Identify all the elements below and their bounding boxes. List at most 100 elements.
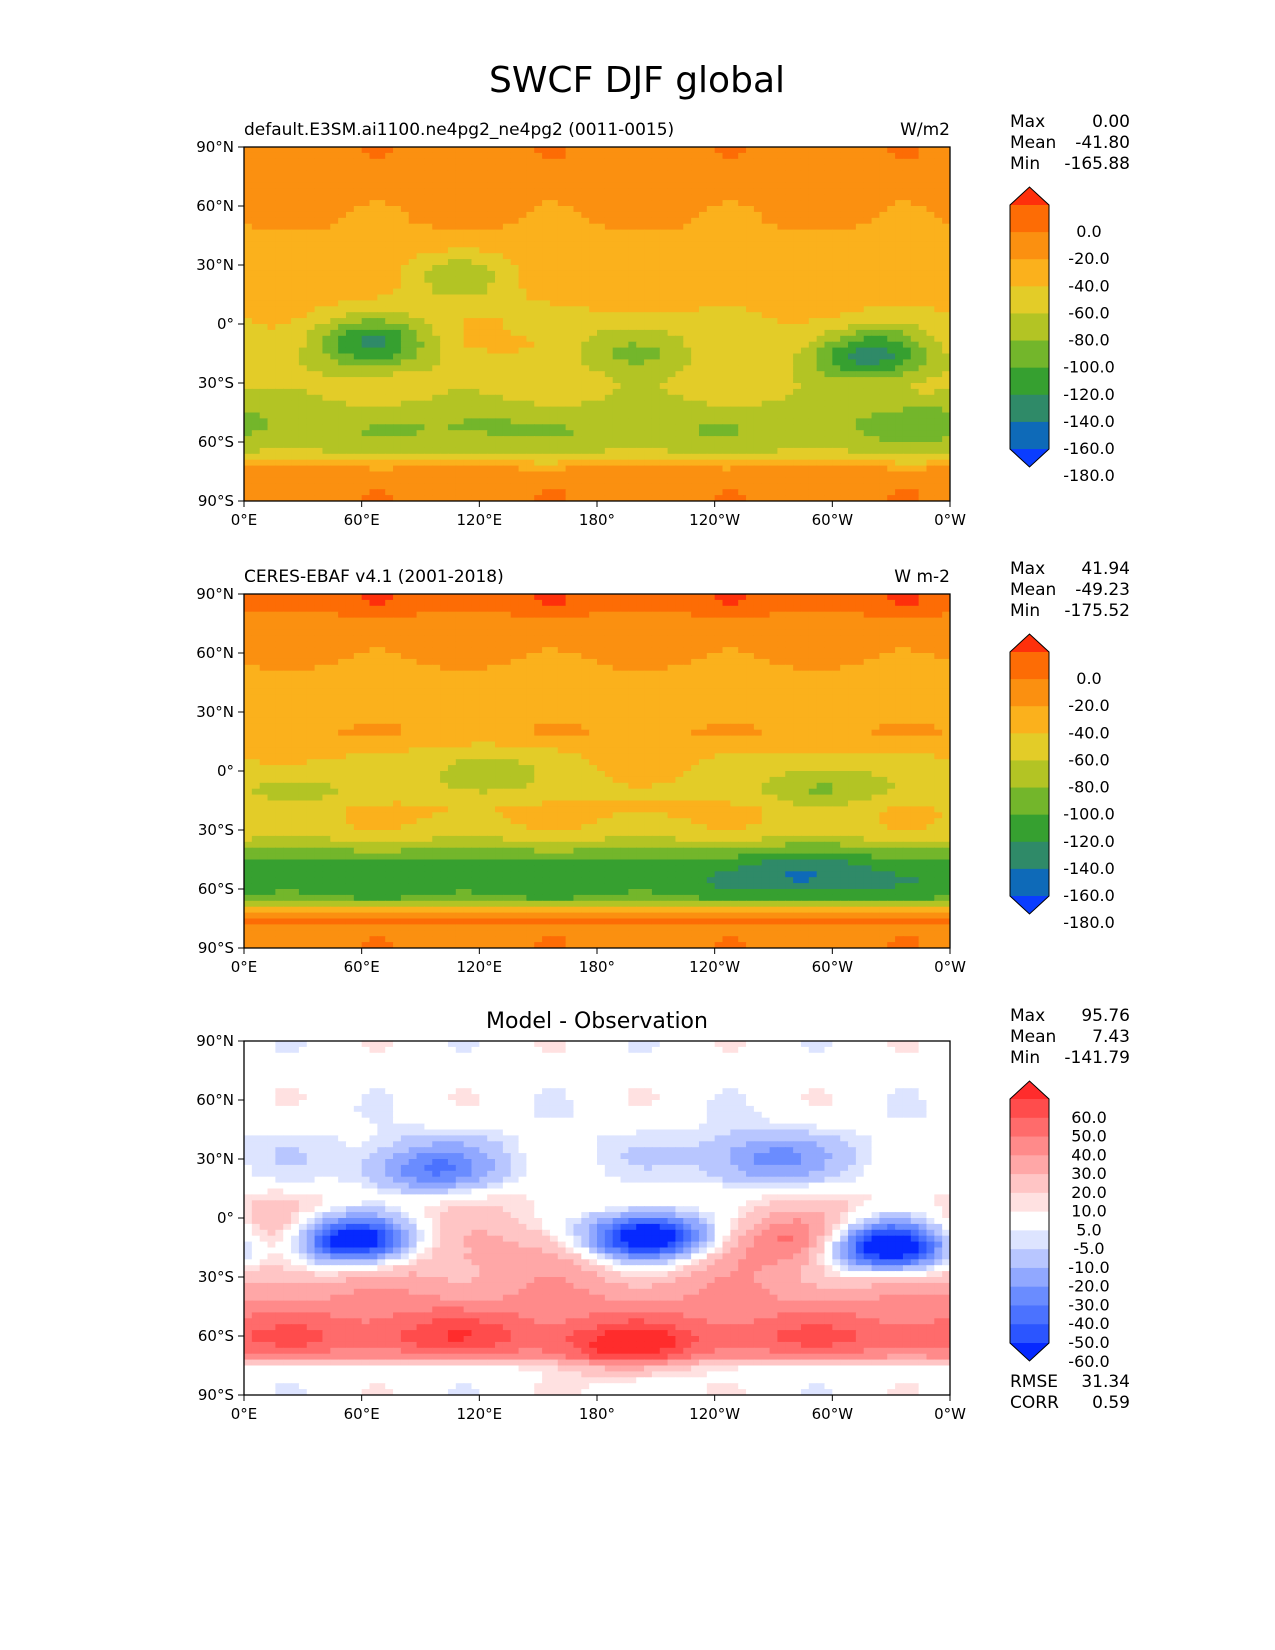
colorbar-tick-label: -100.0 <box>1063 358 1115 377</box>
colorbar-tick-label: -40.0 <box>1068 723 1109 742</box>
colorbar-extend-max <box>1010 1081 1049 1099</box>
y-tick-label: 30°S <box>198 374 234 392</box>
colorbar-tick-label: -120.0 <box>1063 832 1115 851</box>
y-tick-label: 0° <box>217 762 234 780</box>
stat-label: Max <box>1010 559 1045 579</box>
colorbar-tick-label: -60.0 <box>1068 303 1109 322</box>
y-tick-label: 60°N <box>196 1091 234 1109</box>
colorbar-tick-label: -5.0 <box>1073 1239 1104 1258</box>
stat-value: -175.52 <box>1064 601 1130 621</box>
map-field <box>244 594 950 948</box>
y-tick-label: 90°S <box>198 939 234 957</box>
map-field <box>244 147 950 501</box>
colorbar-segment <box>1010 1211 1049 1231</box>
colorbar-segment <box>1010 1192 1049 1213</box>
colorbar: 60.050.040.030.020.010.05.0-5.0-10.0-20.… <box>1009 1080 1110 1371</box>
colorbar: 0.0 -20.0 -40.0 -60.0 -80.0 -100.0 -120.0 -140.… <box>1009 186 1115 485</box>
y-tick-label: 90°S <box>198 1386 234 1404</box>
colorbar-extend-min <box>1010 1343 1049 1361</box>
x-tick-label: 0°E <box>231 1405 258 1423</box>
colorbar-segment <box>1010 652 1049 680</box>
colorbar-segment <box>1010 841 1049 870</box>
colorbar-segment <box>1010 706 1049 734</box>
colorbar-segment <box>1010 1230 1049 1250</box>
x-tick-label: 180° <box>579 958 615 976</box>
y-tick-label: 30°S <box>198 821 234 839</box>
x-tick-label: 60°W <box>812 958 854 976</box>
colorbar-tick-label: 40.0 <box>1071 1145 1107 1164</box>
colorbar-segment <box>1010 1099 1049 1119</box>
x-tick-label: 0°W <box>934 958 966 976</box>
stat-value: -165.88 <box>1064 154 1130 174</box>
stat-value: 7.43 <box>1092 1027 1130 1047</box>
x-tick-label: 120°W <box>689 511 740 529</box>
colorbar-tick-label: -80.0 <box>1068 331 1109 350</box>
colorbar-tick-label: 0.0 <box>1076 669 1101 688</box>
colorbar-tick-label: -60.0 <box>1068 1352 1109 1371</box>
colorbar-tick-label: -80.0 <box>1068 778 1109 797</box>
metric-label: RMSE <box>1010 1372 1058 1392</box>
colorbar-tick-label: 20.0 <box>1071 1183 1107 1202</box>
y-tick-label: 0° <box>217 315 234 333</box>
colorbar-tick-label: -40.0 <box>1068 1314 1109 1333</box>
map-field <box>244 1041 950 1395</box>
x-tick-label: 0°E <box>231 511 258 529</box>
panel-center-title: Model - Observation <box>486 1009 708 1034</box>
x-tick-label: 60°E <box>344 511 380 529</box>
x-tick-label: 120°W <box>689 1405 740 1423</box>
x-tick-label: 60°E <box>344 1405 380 1423</box>
colorbar-tick-label: -140.0 <box>1063 412 1115 431</box>
colorbar-segment <box>1010 868 1049 897</box>
colorbar-segment <box>1010 1305 1049 1325</box>
colorbar-outline <box>1009 1080 1050 1362</box>
x-tick-label: 180° <box>579 1405 615 1423</box>
y-tick-label: 90°N <box>196 138 234 156</box>
colorbar-segment <box>1010 1174 1049 1194</box>
colorbar-segment <box>1010 787 1049 816</box>
colorbar-segment <box>1010 1324 1049 1344</box>
colorbar-tick-label: -120.0 <box>1063 385 1115 404</box>
colorbar-segment <box>1010 313 1049 342</box>
colorbar-tick-label: -60.0 <box>1068 750 1109 769</box>
metric-label: CORR <box>1010 1393 1059 1413</box>
x-tick-label: 60°W <box>812 511 854 529</box>
panel-3: 0°E 60°E 120°E 180° 120°W 60°W 0°W 90°N 60°N 30°N… <box>196 1006 1130 1423</box>
colorbar-segment <box>1010 760 1049 789</box>
colorbar-extend-max <box>1010 187 1049 205</box>
colorbar-tick-label: -20.0 <box>1068 1277 1109 1296</box>
colorbar-tick-label: -50.0 <box>1068 1333 1109 1352</box>
x-tick-label: 120°E <box>457 958 503 976</box>
panel-2: 0°E 60°E 120°E 180° 120°W 60°W 0°W 90°N 60°N 30°N… <box>196 559 1130 976</box>
colorbar-segment <box>1010 259 1049 287</box>
colorbar-tick-label: 60.0 <box>1071 1108 1107 1127</box>
colorbar-segment <box>1010 1136 1049 1156</box>
x-tick-label: 180° <box>579 511 615 529</box>
x-tick-label: 0°E <box>231 958 258 976</box>
y-tick-label: 60°S <box>198 880 234 898</box>
colorbar-tick-label: -100.0 <box>1063 805 1115 824</box>
x-tick-label: 0°W <box>934 511 966 529</box>
stat-label: Max <box>1010 1006 1045 1026</box>
x-tick-label: 60°E <box>344 958 380 976</box>
colorbar-segment <box>1010 340 1049 369</box>
stat-label: Min <box>1010 154 1040 174</box>
colorbar-tick-label: -140.0 <box>1063 859 1115 878</box>
colorbar-segment <box>1010 733 1049 761</box>
colorbar-tick-label: 50.0 <box>1071 1127 1107 1146</box>
colorbar-segment <box>1010 394 1049 423</box>
y-tick-label: 60°N <box>196 644 234 662</box>
stat-label: Mean <box>1010 580 1056 600</box>
colorbar-segment <box>1010 367 1049 396</box>
colorbar-segment <box>1010 1155 1049 1175</box>
colorbar-tick-label: -180.0 <box>1063 466 1115 485</box>
stat-value: -49.23 <box>1075 580 1130 600</box>
x-tick-label: 0°W <box>934 1405 966 1423</box>
colorbar-segment <box>1010 232 1049 260</box>
metric-value: 0.59 <box>1092 1393 1130 1413</box>
colorbar-segment <box>1010 1267 1049 1288</box>
colorbar-segment <box>1010 421 1049 450</box>
colorbar-extend-min <box>1010 449 1049 467</box>
panel-left-title: CERES-EBAF v4.1 (2001-2018) <box>244 567 504 587</box>
stat-value: -141.79 <box>1064 1048 1130 1068</box>
